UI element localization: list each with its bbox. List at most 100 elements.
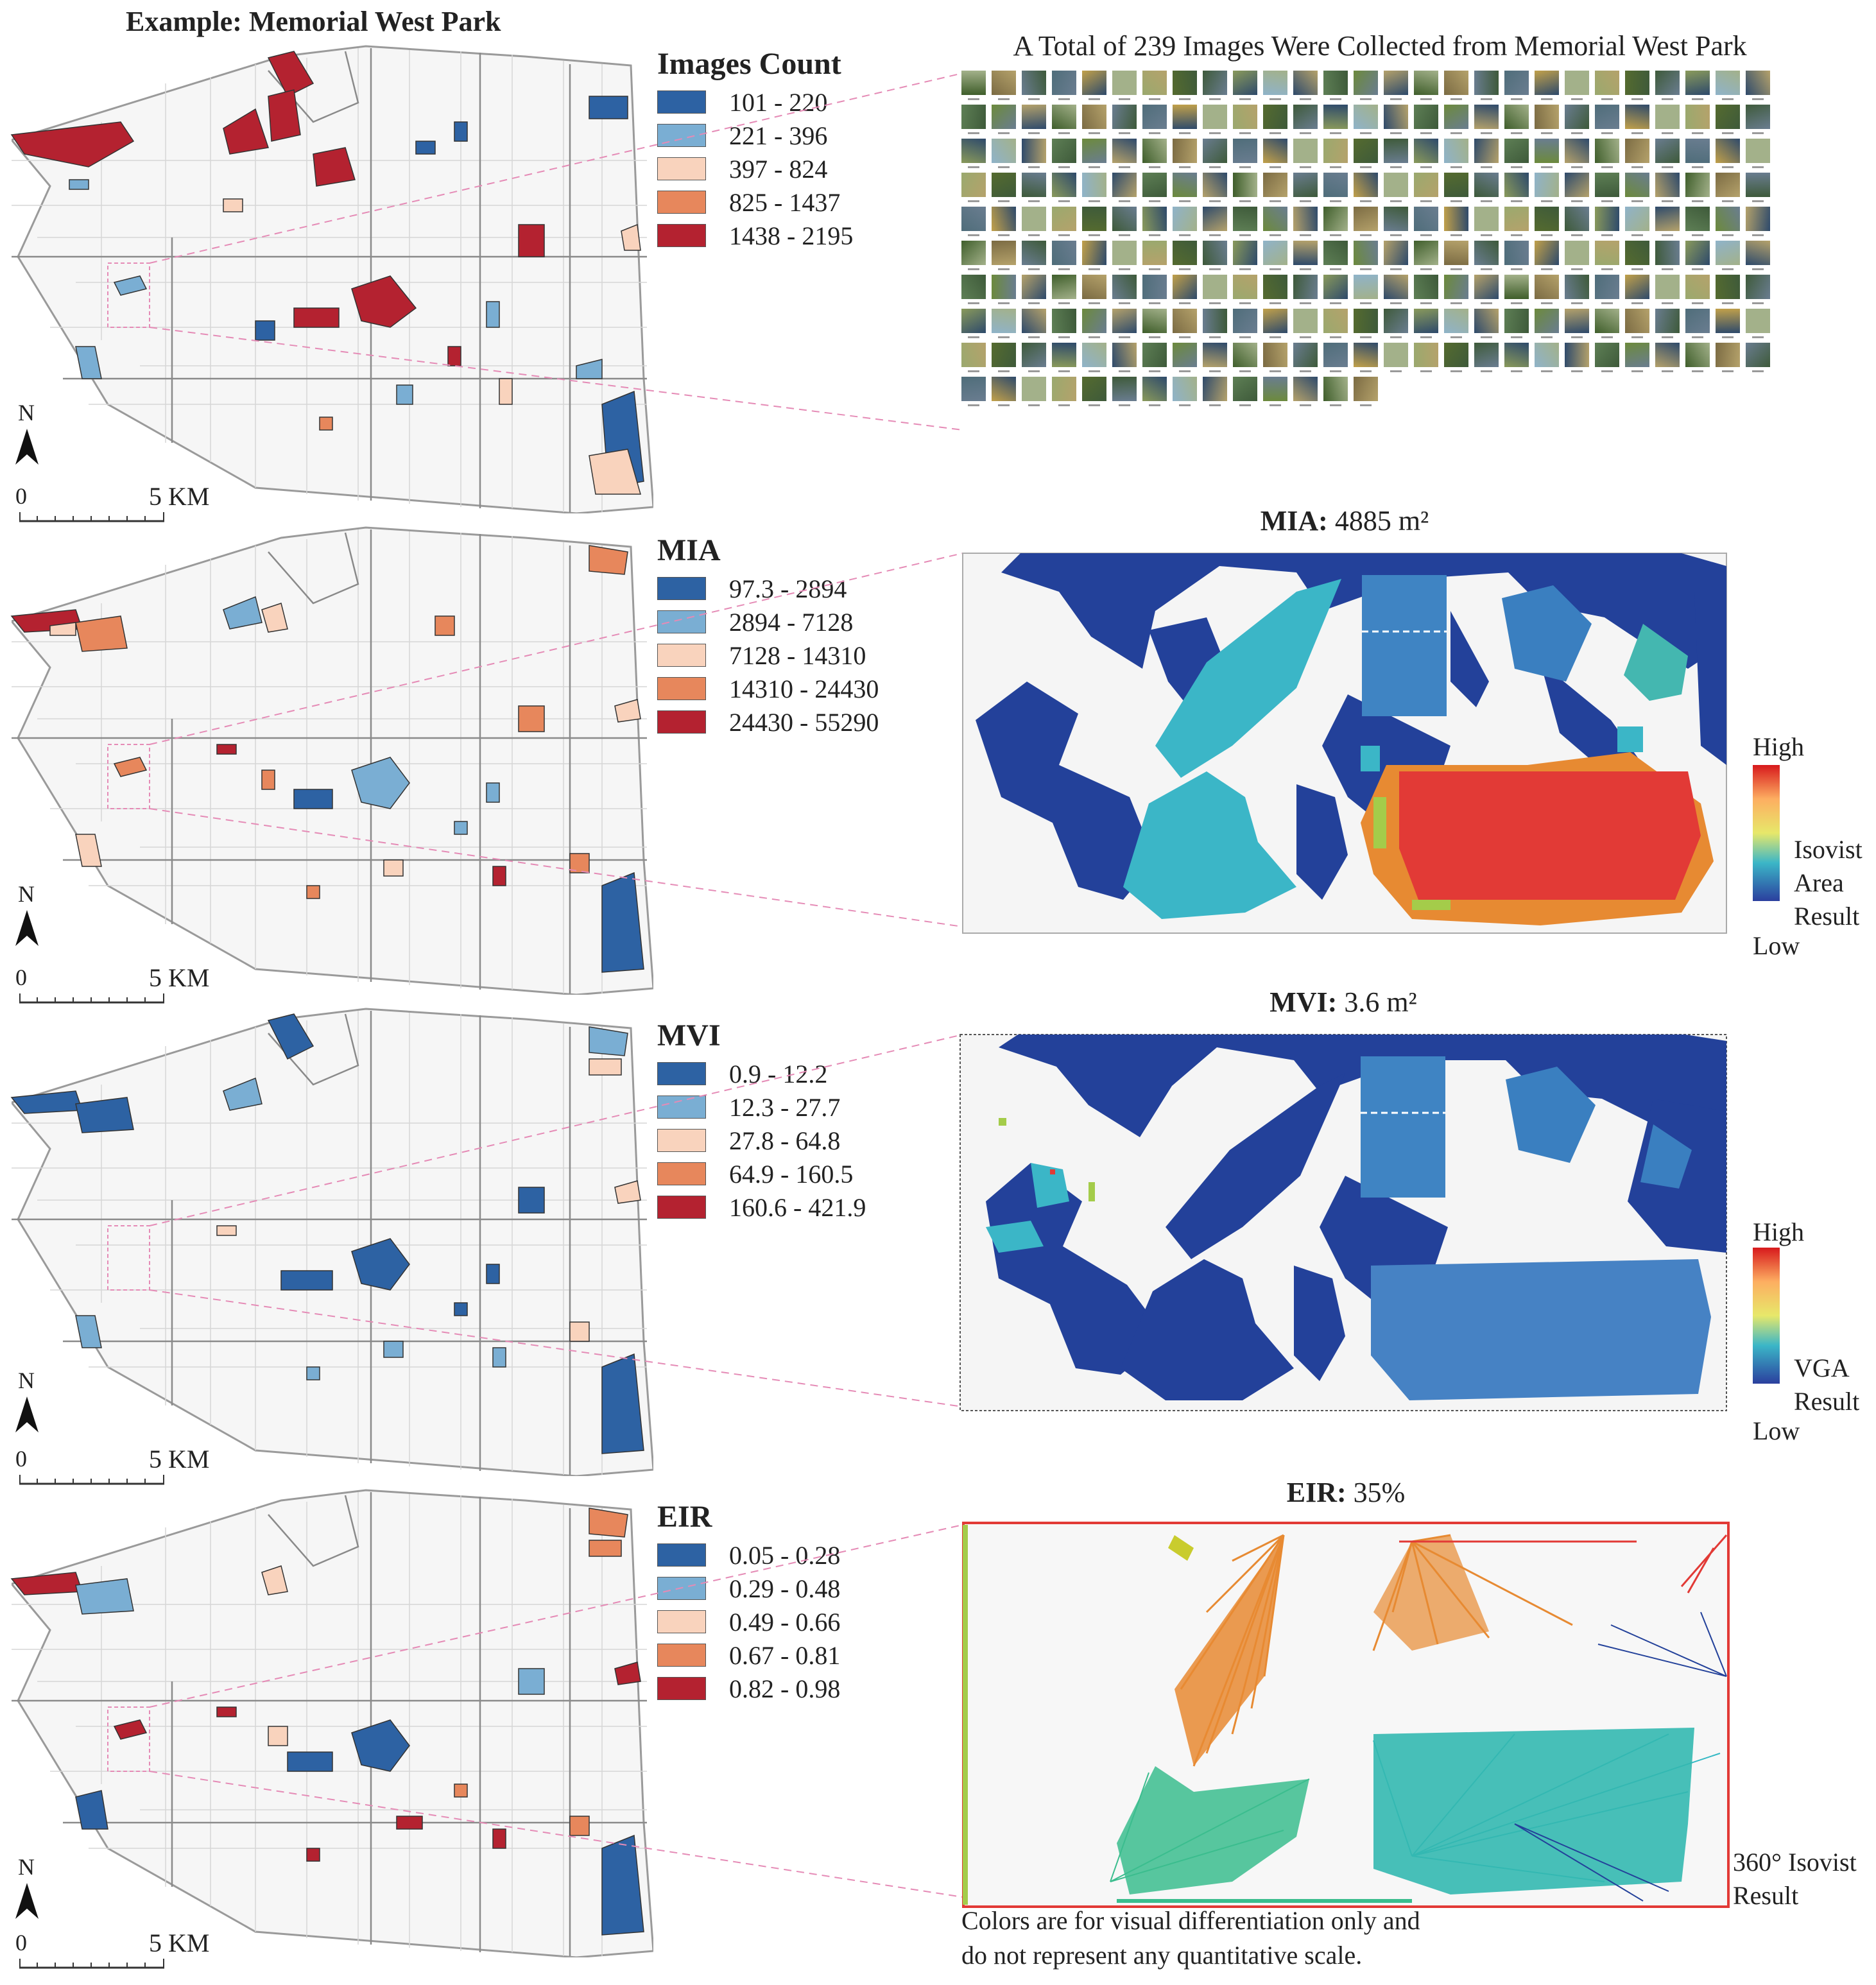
image-thumbnail [1293, 105, 1318, 129]
image-thumbnail [1052, 275, 1076, 299]
image-thumbnail [1323, 139, 1348, 163]
thumbnail-caption-line [1330, 234, 1341, 236]
thumbnail-caption-line [1662, 268, 1673, 270]
image-thumbnail [1444, 173, 1468, 197]
image-thumbnail [1233, 139, 1257, 163]
thumbnail-caption-line [1541, 268, 1553, 270]
image-thumbnail [1112, 241, 1137, 265]
image-thumbnail [1263, 343, 1287, 367]
thumbnail-caption-line [998, 336, 1010, 338]
park-polygon [518, 705, 545, 732]
park-polygon [486, 1264, 500, 1284]
thumbnail-caption-line [1269, 268, 1281, 270]
thumbnail-caption-line [1300, 132, 1311, 134]
image-thumbnail [1354, 207, 1378, 231]
thumbnail-caption-line [1541, 234, 1553, 236]
thumbnail-caption-line [1420, 370, 1432, 372]
north-label: N [18, 1854, 35, 1880]
image-thumbnail [1173, 377, 1197, 401]
thumbnail-caption-line [1209, 336, 1221, 338]
image-thumbnail [1263, 241, 1287, 265]
thumbnail-caption-line [1028, 268, 1040, 270]
thumbnail-caption-line [1089, 370, 1100, 372]
thumbnail-caption-line [1179, 98, 1191, 100]
thumbnail-caption-line [1119, 370, 1130, 372]
legend-label: 0.05 - 0.28 [729, 1540, 841, 1570]
image-thumbnail [1112, 71, 1137, 95]
image-thumbnail [1203, 377, 1227, 401]
thumbnail-caption-line [1662, 98, 1673, 100]
image-thumbnail [1142, 241, 1167, 265]
park-polygon [351, 757, 410, 809]
thumbnail-caption-line [968, 166, 979, 168]
image-thumbnail [1625, 241, 1649, 265]
image-thumbnail [1746, 241, 1770, 265]
image-thumbnail [1323, 309, 1348, 333]
thumbnail-caption-line [1179, 404, 1191, 406]
image-thumbnail [1263, 207, 1287, 231]
thumbnail-caption-line [1119, 302, 1130, 304]
thumbnail-caption-line [1571, 234, 1583, 236]
park-polygon [518, 1187, 545, 1214]
park-polygon [383, 1341, 404, 1358]
legend-swatch [657, 610, 706, 633]
image-thumbnail [1052, 343, 1076, 367]
park-polygon [69, 179, 89, 190]
thumbnail-caption-line [1450, 166, 1462, 168]
thumbnail-caption-line [1541, 336, 1553, 338]
image-thumbnail [1746, 309, 1770, 333]
legend-row: 0.29 - 0.48 [657, 1572, 840, 1605]
legend-swatch [657, 224, 706, 247]
legend-mia: MIA 97.3 - 2894 2894 - 7128 7128 - 14310… [657, 533, 879, 739]
park-polygon [569, 1321, 590, 1342]
image-thumbnail [1082, 173, 1106, 197]
image-thumbnail [1595, 139, 1619, 163]
image-thumbnail [1203, 275, 1227, 299]
image-thumbnail [1565, 105, 1589, 129]
image-thumbnail [1263, 275, 1287, 299]
thumbnail-caption-line [968, 132, 979, 134]
legend-label: 221 - 396 [729, 121, 828, 150]
thumbnail-caption-line [1511, 370, 1522, 372]
thumbnail-caption-line [1511, 166, 1522, 168]
image-thumbnail [1474, 139, 1499, 163]
image-thumbnail [1384, 173, 1408, 197]
park-polygon [589, 1540, 622, 1557]
mia-label: MIA: [1260, 505, 1328, 537]
scale-zero: 0 [15, 483, 27, 509]
image-thumbnail [1504, 309, 1529, 333]
image-thumbnail [1414, 105, 1438, 129]
image-thumbnail [1323, 105, 1348, 129]
image-thumbnail [1142, 275, 1167, 299]
thumbnail-caption-line [1390, 132, 1402, 134]
image-thumbnail [1354, 139, 1378, 163]
image-thumbnail [1293, 343, 1318, 367]
legend-label: 64.9 - 160.5 [729, 1159, 854, 1189]
thumbnail-caption-line [1571, 166, 1583, 168]
legend-label: 0.67 - 0.81 [729, 1640, 841, 1670]
legend-title: EIR [657, 1500, 712, 1534]
thumbnail-caption-line [1601, 370, 1613, 372]
image-thumbnail [992, 343, 1016, 367]
thumbnail-caption-line [1028, 166, 1040, 168]
park-polygon [454, 121, 468, 142]
thumbnail-caption-line [1541, 132, 1553, 134]
thumbnail-caption-line [1420, 336, 1432, 338]
thumbnail-caption-line [1089, 268, 1100, 270]
image-thumbnail [1716, 309, 1740, 333]
thumbnail-caption-line [1601, 200, 1613, 202]
thumbnail-caption-line [1360, 268, 1372, 270]
thumbnail-caption-line [1300, 200, 1311, 202]
thumbnail-caption-line [1209, 166, 1221, 168]
legend-label: 7128 - 14310 [729, 640, 866, 670]
park-polygon [454, 1783, 468, 1798]
legend-swatch [657, 1162, 706, 1185]
image-thumbnail [1625, 343, 1649, 367]
image-thumbnail [1112, 207, 1137, 231]
park-polygon [216, 744, 237, 755]
scale-label: 5 KM [149, 1445, 210, 1474]
image-thumbnail-grid [961, 71, 1777, 436]
thumbnail-caption-line [1209, 302, 1221, 304]
image-thumbnail [1625, 71, 1649, 95]
image-thumbnail [1082, 343, 1106, 367]
